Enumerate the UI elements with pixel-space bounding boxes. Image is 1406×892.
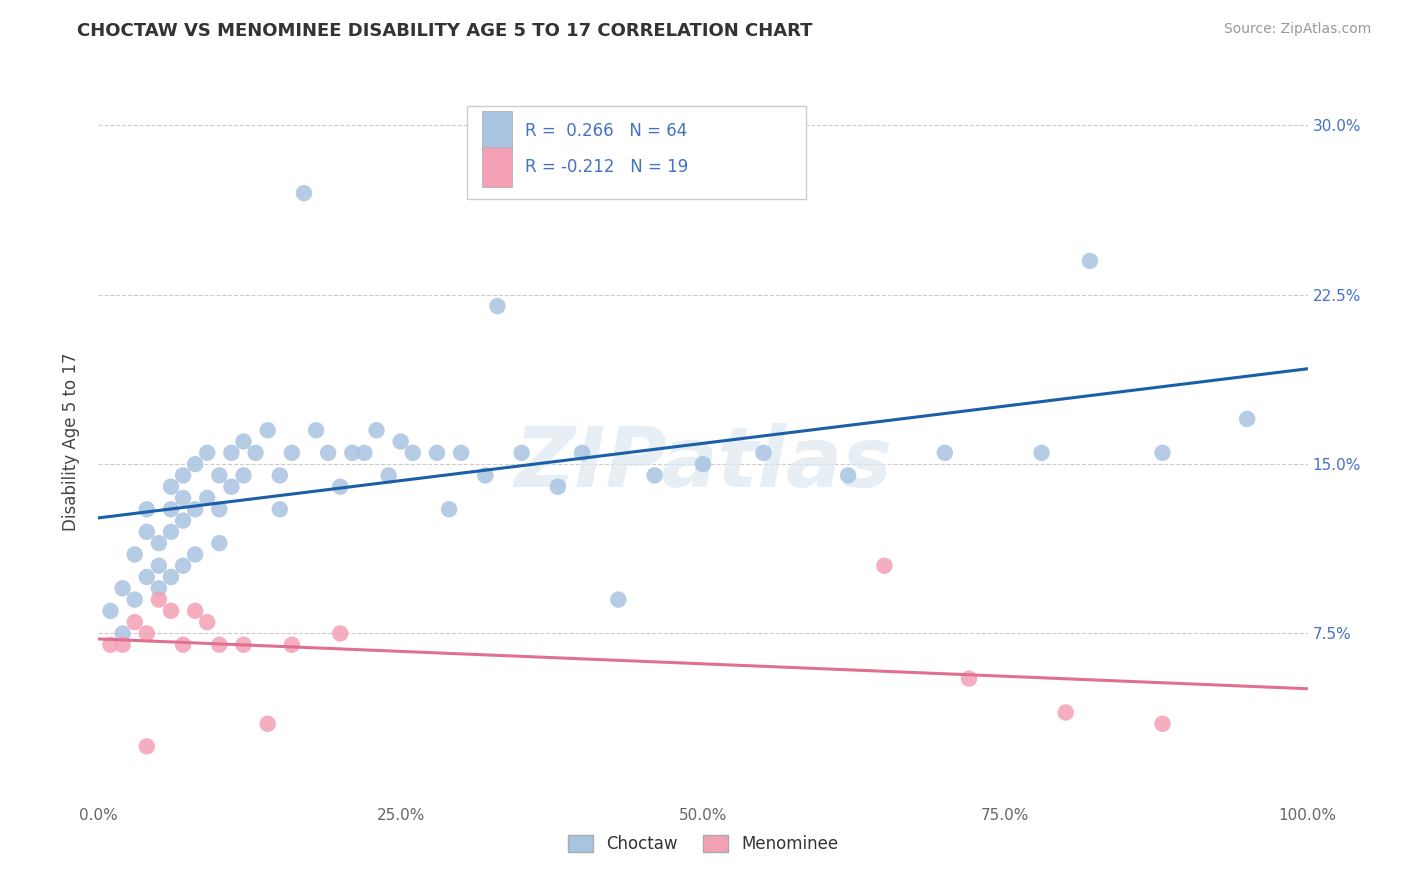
Point (837, 468, 859, 483)
FancyBboxPatch shape (482, 111, 512, 151)
Text: ZIPatlas: ZIPatlas (515, 423, 891, 504)
Point (208, 638, 231, 652)
Point (172, 638, 194, 652)
Point (195, 615, 218, 630)
Point (377, 468, 399, 483)
Point (148, 592, 170, 607)
Point (232, 638, 254, 652)
Point (221, 480, 243, 494)
Point (111, 626, 134, 640)
Point (184, 502, 207, 516)
Point (437, 502, 460, 516)
Legend: Choctaw, Menominee: Choctaw, Menominee (561, 828, 845, 860)
Point (160, 604, 183, 618)
Point (184, 457, 207, 471)
Point (245, 446, 267, 460)
Point (124, 615, 146, 630)
Point (124, 592, 146, 607)
Point (160, 570, 183, 584)
Point (135, 502, 157, 516)
FancyBboxPatch shape (482, 147, 512, 186)
Point (281, 638, 304, 652)
Point (111, 638, 134, 652)
Point (172, 558, 194, 573)
Point (135, 524, 157, 539)
Point (607, 592, 630, 607)
Point (329, 626, 352, 640)
Point (172, 468, 194, 483)
Point (172, 514, 194, 528)
Point (873, 558, 896, 573)
Point (353, 446, 375, 460)
Point (195, 446, 218, 460)
Point (269, 502, 291, 516)
Text: R =  0.266   N = 64: R = 0.266 N = 64 (526, 122, 688, 140)
Point (474, 468, 496, 483)
Point (111, 582, 134, 596)
Point (426, 446, 449, 460)
Point (256, 423, 278, 437)
Point (208, 468, 231, 483)
Point (329, 480, 352, 494)
Point (172, 491, 194, 505)
Point (100, 638, 122, 652)
Point (1078, 253, 1101, 268)
Point (450, 446, 472, 460)
Point (135, 570, 157, 584)
Point (208, 502, 231, 516)
Point (208, 536, 231, 550)
FancyBboxPatch shape (467, 105, 806, 200)
Text: CHOCTAW VS MENOMINEE DISABILITY AGE 5 TO 17 CORRELATION CHART: CHOCTAW VS MENOMINEE DISABILITY AGE 5 TO… (77, 22, 813, 40)
Point (232, 434, 254, 449)
Point (148, 536, 170, 550)
Point (195, 491, 218, 505)
Point (148, 558, 170, 573)
Point (124, 548, 146, 562)
Point (547, 480, 569, 494)
Point (1152, 716, 1174, 731)
Point (366, 423, 388, 437)
Point (1152, 446, 1174, 460)
Point (160, 524, 183, 539)
Point (342, 446, 364, 460)
Point (148, 582, 170, 596)
Point (135, 739, 157, 754)
Point (1236, 412, 1258, 426)
Point (1054, 706, 1077, 720)
Point (934, 446, 956, 460)
Text: Source: ZipAtlas.com: Source: ZipAtlas.com (1223, 22, 1371, 37)
Point (221, 446, 243, 460)
Point (486, 299, 509, 313)
Point (957, 672, 980, 686)
Point (510, 446, 533, 460)
Point (402, 446, 425, 460)
Point (752, 446, 775, 460)
Point (135, 626, 157, 640)
Point (305, 423, 328, 437)
Point (644, 468, 666, 483)
Point (184, 548, 207, 562)
Point (160, 502, 183, 516)
Point (232, 468, 254, 483)
Point (389, 434, 412, 449)
Point (269, 468, 291, 483)
Point (316, 446, 339, 460)
Point (281, 446, 304, 460)
Point (160, 480, 183, 494)
Point (692, 457, 714, 471)
Point (184, 604, 207, 618)
Point (571, 446, 593, 460)
Point (1031, 446, 1053, 460)
Point (100, 604, 122, 618)
Text: R = -0.212   N = 19: R = -0.212 N = 19 (526, 158, 689, 176)
Y-axis label: Disability Age 5 to 17: Disability Age 5 to 17 (62, 352, 80, 531)
Point (292, 186, 315, 201)
Point (256, 716, 278, 731)
